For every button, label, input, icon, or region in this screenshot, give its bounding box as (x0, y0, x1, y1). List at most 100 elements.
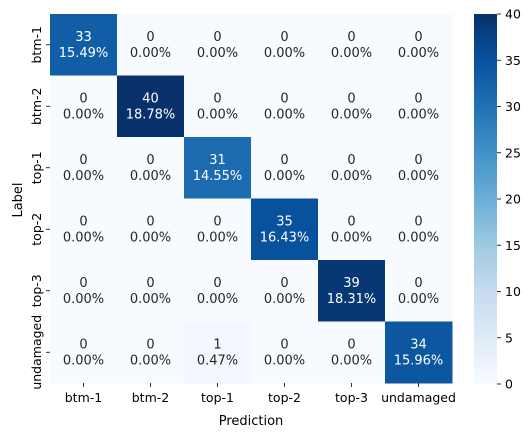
cell-count-label: 0 (280, 153, 288, 168)
cell-percent-label: 0.00% (63, 107, 104, 122)
cell-percent-label: 14.55% (193, 169, 243, 184)
cell-percent-label: 0.00% (398, 169, 439, 184)
x-tick-label: top-3 (335, 390, 368, 405)
heatmap-cell (50, 137, 118, 199)
cell-percent-label: 0.47% (197, 353, 238, 368)
colorbar-tick-label: 10 (505, 284, 521, 299)
cell-percent-label: 0.00% (197, 46, 238, 61)
colorbar-tick-label: 15 (505, 238, 521, 253)
cell-percent-label: 0.00% (398, 107, 439, 122)
cell-percent-label: 0.00% (130, 292, 171, 307)
heatmap-cell (184, 198, 252, 261)
cell-percent-label: 0.00% (264, 46, 305, 61)
cell-count-label: 0 (79, 337, 87, 352)
cell-percent-label: 18.31% (327, 292, 377, 307)
heatmap-cell (385, 260, 453, 322)
cell-percent-label: 18.78% (126, 107, 176, 122)
heatmap-cell (50, 321, 118, 384)
cell-count-label: 0 (280, 276, 288, 291)
heatmap-cell (318, 137, 386, 199)
cell-count-label: 0 (213, 276, 221, 291)
cell-count-label: 0 (414, 91, 422, 106)
heatmap-cell (184, 321, 252, 384)
cell-percent-label: 0.00% (130, 46, 171, 61)
cell-count-label: 40 (142, 91, 159, 106)
cell-count-label: 0 (280, 337, 288, 352)
cell-percent-label: 0.00% (331, 107, 372, 122)
heatmap-cell (251, 260, 319, 322)
heatmap-cell (184, 137, 252, 199)
cell-percent-label: 0.00% (398, 292, 439, 307)
cell-percent-label: 0.00% (63, 292, 104, 307)
cell-count-label: 0 (414, 214, 422, 229)
x-tick-label: top-2 (268, 390, 301, 405)
cell-percent-label: 0.00% (197, 230, 238, 245)
y-tick-label: top-1 (29, 151, 44, 184)
heatmap-cell-labels: 3315.49%00.00%00.00%00.00%00.00%00.00%00… (59, 30, 444, 369)
heatmap-cells (50, 14, 453, 384)
heatmap-cell (251, 321, 319, 384)
cell-count-label: 0 (213, 214, 221, 229)
heatmap-cell (50, 260, 118, 322)
cell-percent-label: 0.00% (264, 169, 305, 184)
colorbar-tick-label: 5 (505, 330, 513, 345)
cell-percent-label: 0.00% (331, 169, 372, 184)
colorbar-tick-label: 0 (505, 377, 513, 392)
y-tick-label: undamaged (29, 315, 44, 390)
heatmap-cell (184, 260, 252, 322)
cell-percent-label: 0.00% (63, 169, 104, 184)
cell-count-label: 34 (410, 337, 427, 352)
heatmap-cell (117, 137, 185, 199)
heatmap-cell (184, 75, 252, 138)
cell-count-label: 33 (75, 30, 92, 45)
heatmap-cell (251, 75, 319, 138)
cell-percent-label: 0.00% (130, 353, 171, 368)
cell-count-label: 0 (347, 214, 355, 229)
cell-count-label: 0 (79, 276, 87, 291)
heatmap-cell (50, 198, 118, 261)
x-axis: btm-1 btm-2 top-1 top-2 top-3 undamaged (65, 383, 456, 405)
cell-percent-label: 0.00% (331, 353, 372, 368)
heatmap-cell (318, 75, 386, 138)
cell-count-label: 0 (146, 337, 154, 352)
cell-percent-label: 16.43% (260, 230, 310, 245)
x-axis-label: Prediction (219, 414, 284, 429)
heatmap-cell (385, 321, 453, 384)
colorbar-tick-label: 40 (505, 7, 521, 22)
cell-count-label: 0 (414, 30, 422, 45)
x-tick-label: top-1 (201, 390, 234, 405)
cell-count-label: 35 (276, 214, 293, 229)
heatmap-cell (117, 260, 185, 322)
cell-count-label: 31 (209, 153, 226, 168)
heatmap-cell (318, 321, 386, 384)
cell-count-label: 0 (79, 153, 87, 168)
cell-count-label: 0 (213, 91, 221, 106)
heatmap-cell (251, 14, 319, 76)
heatmap-cell (117, 14, 185, 76)
colorbar-tick-label: 25 (505, 145, 521, 160)
cell-count-label: 0 (414, 153, 422, 168)
cell-count-label: 0 (146, 30, 154, 45)
heatmap-cell (117, 198, 185, 261)
cell-count-label: 0 (347, 153, 355, 168)
colorbar-ticks: 0 5 10 15 20 25 30 35 40 (497, 7, 521, 392)
cell-percent-label: 0.00% (197, 107, 238, 122)
heatmap-cell (117, 321, 185, 384)
heatmap-cell (318, 14, 386, 76)
y-tick-label: btm-1 (29, 26, 44, 63)
heatmap-cell (117, 75, 185, 138)
cell-count-label: 0 (146, 153, 154, 168)
cell-percent-label: 0.00% (398, 46, 439, 61)
cell-percent-label: 15.49% (59, 46, 109, 61)
heatmap-cell (184, 14, 252, 76)
cell-count-label: 0 (347, 91, 355, 106)
cell-percent-label: 0.00% (264, 107, 305, 122)
cell-count-label: 0 (414, 276, 422, 291)
colorbar-tick-label: 20 (505, 192, 521, 207)
cell-count-label: 0 (79, 214, 87, 229)
cell-percent-label: 0.00% (331, 230, 372, 245)
y-axis: btm-1 btm-2 top-1 top-2 top-3 undamaged (29, 26, 50, 390)
y-tick-label: btm-2 (29, 88, 44, 125)
cell-count-label: 0 (280, 30, 288, 45)
